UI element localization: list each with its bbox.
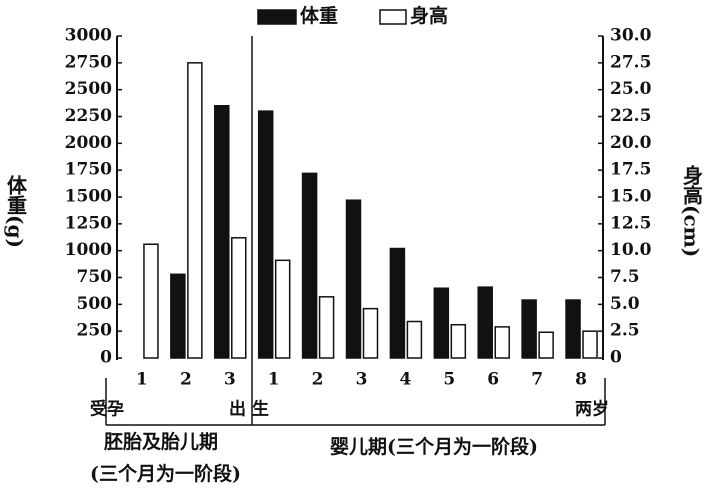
y-tick-label: 1000 [65, 240, 112, 260]
legend-label: 体重 [300, 4, 338, 27]
y-tick-label: 2750 [65, 52, 112, 72]
x-tick-label: 8 [575, 370, 587, 390]
annotation: 出生 [229, 399, 275, 420]
y-tick-label: 1750 [65, 160, 112, 180]
y-tick-label: 3000 [65, 26, 112, 46]
x-tick-label: 2 [180, 370, 192, 390]
bar [521, 299, 537, 359]
y2-tick-label: 12.5 [610, 213, 651, 233]
x-tick-label: 1 [268, 370, 280, 390]
y-tick-label: 250 [77, 321, 113, 341]
bar [433, 287, 450, 359]
bar [565, 299, 581, 359]
bar [318, 296, 335, 359]
annotation: (三个月为一阶段) [90, 462, 241, 485]
bar [538, 331, 554, 359]
x-tick-label: 7 [531, 370, 543, 390]
x-tick-label: 6 [487, 370, 499, 390]
y-tick-label: 2500 [65, 79, 112, 99]
bar [345, 199, 362, 359]
legend-swatch [257, 9, 297, 25]
y-axis-label: 体重(g) [4, 174, 28, 248]
y2-tick-label: 22.5 [610, 106, 651, 126]
y2-tick-label: 2.5 [610, 321, 640, 341]
y2-tick-label: 7.5 [610, 267, 640, 287]
x-tick-label: 4 [399, 370, 411, 390]
y-tick-label: 1500 [65, 187, 112, 207]
bar [274, 259, 291, 359]
bar [170, 273, 186, 359]
bar [214, 105, 230, 359]
x-tick-label: 3 [224, 370, 236, 390]
y-tick-label: 2000 [65, 133, 112, 153]
annotation: 婴儿期(三个月为一阶段) [330, 435, 538, 458]
bar [582, 330, 598, 359]
bar [477, 286, 493, 359]
y2-tick-label: 25.0 [610, 79, 652, 99]
bar [301, 172, 318, 359]
y2-tick-label: 20.0 [610, 133, 652, 153]
y2-tick-label: 30.0 [610, 26, 652, 46]
annotation: 两岁 [575, 399, 609, 420]
bar [143, 243, 159, 359]
bar [187, 62, 203, 359]
x-tick-label: 3 [356, 370, 368, 390]
x-tick-label: 2 [312, 370, 324, 390]
y2-tick-label: 0 [610, 348, 622, 368]
bar [389, 247, 406, 359]
x-tick-label: 1 [136, 370, 148, 390]
y2-tick-label: 27.5 [610, 52, 651, 72]
bar [406, 320, 423, 359]
y2-tick-label: 10.0 [610, 240, 652, 260]
y-tick-label: 1250 [65, 213, 112, 233]
legend-label: 身高 [410, 4, 448, 27]
y2-tick-label: 15.0 [610, 187, 652, 207]
bar [494, 326, 510, 359]
bar [257, 110, 274, 359]
y2-tick-label: 17.5 [610, 160, 651, 180]
bar [362, 307, 379, 359]
x-tick-label: 5 [443, 370, 455, 390]
bar [231, 237, 247, 359]
y-tick-label: 500 [77, 294, 113, 314]
bar [450, 323, 467, 359]
y2-axis-label: 身高(cm) [680, 164, 704, 258]
annotation: 受孕 [90, 399, 124, 420]
y-tick-label: 750 [77, 267, 113, 287]
y-tick-label: 0 [100, 348, 112, 368]
annotation: 胚胎及胎儿期 [103, 430, 218, 453]
y-tick-label: 2250 [65, 106, 112, 126]
y2-tick-label: 5.0 [610, 294, 640, 314]
legend-swatch [379, 9, 407, 25]
